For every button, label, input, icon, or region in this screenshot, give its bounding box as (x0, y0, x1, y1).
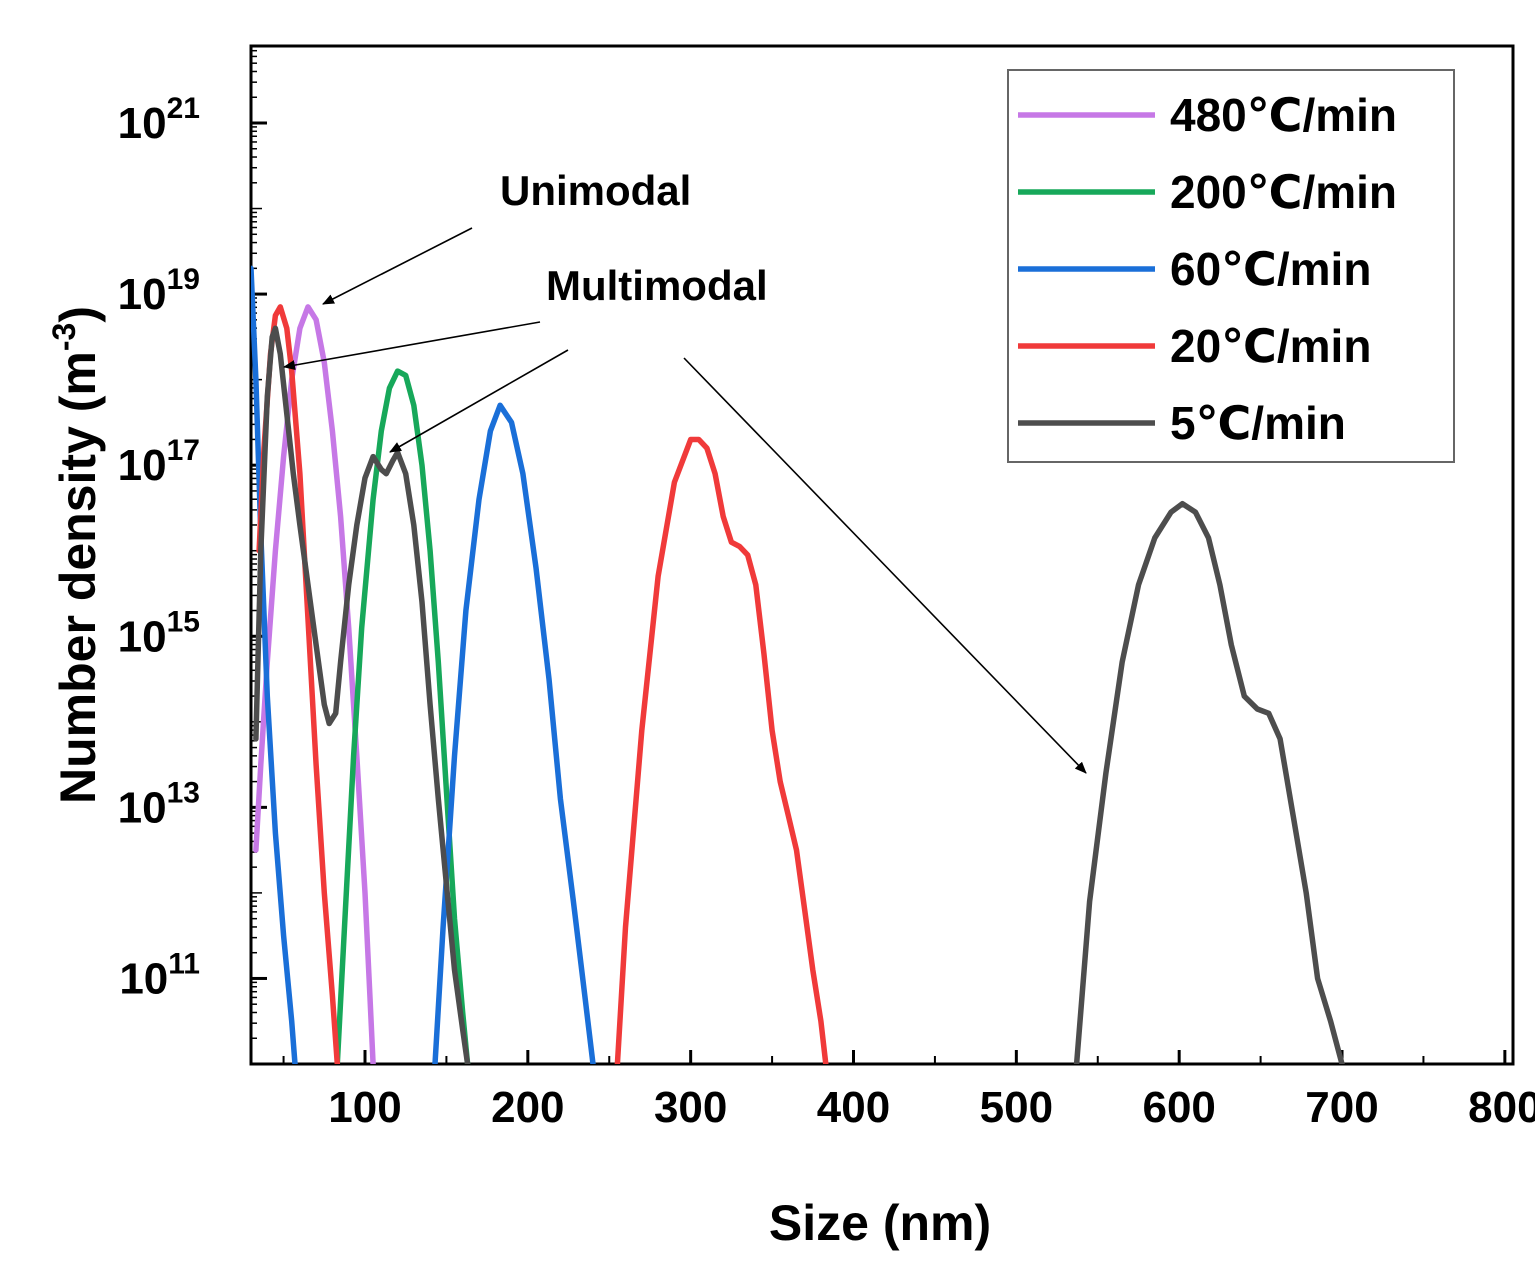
y-axis-title: Number density (m-3) (46, 306, 106, 804)
x-tick-label: 400 (817, 1083, 890, 1132)
x-tick-label: 300 (654, 1083, 727, 1132)
y-tick-label: 1015 (118, 605, 200, 661)
series-line-4-segment-0 (253, 325, 471, 1064)
legend-label: 480℃/min (1170, 89, 1397, 141)
y-tick-label: 1019 (118, 263, 200, 319)
series-line-2-segment-1 (432, 402, 596, 1064)
legend-label: 20℃/min (1170, 320, 1371, 372)
y-tick-label: 1013 (118, 776, 200, 832)
x-axis-title: Size (nm) (769, 1195, 991, 1251)
x-tick-label: 500 (980, 1083, 1053, 1132)
y-axis: 1011 1013 1015 1017 1019 1021 (118, 49, 267, 1065)
x-tick-label: 700 (1305, 1083, 1378, 1132)
series-line-1-segment-0 (334, 368, 471, 1064)
annotation-arrow-multimodal-1 (283, 321, 541, 371)
y-tick-label: 1021 (118, 92, 200, 148)
x-tick-label: 100 (328, 1083, 401, 1132)
x-tick-label: 800 (1468, 1083, 1535, 1132)
series-line-4-segment-1 (1073, 500, 1345, 1064)
series-line-2-segment-0 (251, 265, 298, 1064)
annotation-arrow-unimodal (322, 227, 473, 305)
annotation-unimodal: Unimodal (500, 167, 691, 214)
y-tick-label: 1017 (118, 434, 200, 490)
legend-label: 60℃/min (1170, 243, 1371, 295)
legend: 480℃/min 200℃/min 60℃/min 20℃/min 5℃/min (1007, 69, 1455, 463)
legend-label: 5℃/min (1170, 397, 1346, 449)
series-line-3-segment-0 (256, 304, 341, 1064)
y-tick-label: 1011 (119, 947, 200, 1003)
annotation-multimodal: Multimodal (546, 262, 768, 309)
legend-label: 200℃/min (1170, 166, 1397, 218)
series-layer (251, 265, 1345, 1064)
series-line-0-segment-0 (253, 304, 376, 1064)
x-axis: 100 200 300 400 500 600 700 800 (282, 1050, 1535, 1132)
series-line-3-segment-1 (614, 436, 829, 1064)
x-tick-label: 600 (1142, 1083, 1215, 1132)
x-tick-label: 200 (491, 1083, 564, 1132)
annotation-arrow-multimodal-2 (389, 349, 569, 453)
annotation-arrow-multimodal-3 (683, 357, 1087, 774)
legend-box (1007, 69, 1455, 463)
